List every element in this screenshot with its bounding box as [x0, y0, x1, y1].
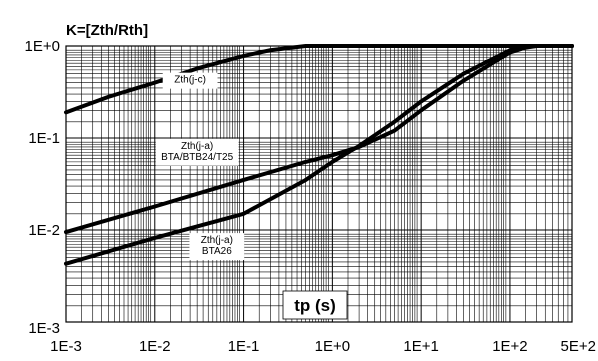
annotation-text: Zth(j-a)	[181, 141, 213, 152]
annotation-text: BTA26	[202, 246, 232, 257]
annotation-1: Zth(j-c)	[162, 72, 218, 89]
y-tick-label: 1E-3	[28, 320, 60, 337]
annotation-text: Zth(j-c)	[174, 75, 206, 86]
annotations: Zth(j-c)Zth(j-a)BTA/BTB24/T25Zth(j-a)BTA…	[155, 72, 245, 261]
tick-labels: 1E-3 1E-2 1E-1 1E+0 1E+1 1E+2 5E+2 1E-3 1E-2 1E-1…	[25, 38, 596, 355]
x-tick-label: 1E+1	[403, 338, 438, 355]
y-tick-label: 1E+0	[25, 38, 60, 55]
x-tick-label: 1E-1	[228, 338, 260, 355]
annotation-3: Zth(j-a)BTA26	[189, 233, 245, 261]
x-tick-label: 1E-2	[139, 338, 171, 355]
x-tick-label: 1E+0	[315, 338, 350, 355]
x-axis-label: tp (s)	[294, 296, 336, 315]
annotation-text: BTA/BTB24/T25	[161, 152, 234, 163]
series-group	[64, 44, 574, 266]
y-tick-label: 1E-2	[28, 222, 60, 239]
y-tick-label: 1E-1	[28, 130, 60, 147]
x-tick-label: 5E+2	[561, 338, 596, 355]
xlabel-box: tp (s)	[282, 290, 348, 320]
grid	[65, 45, 573, 323]
series-line-1	[64, 44, 574, 115]
annotation-2: Zth(j-a)BTA/BTB24/T25	[155, 138, 239, 166]
annotation-text: Zth(j-a)	[201, 235, 233, 246]
x-tick-label: 1E-3	[50, 338, 82, 355]
x-tick-label: 1E+2	[492, 338, 527, 355]
chart-title: K=[Zth/Rth]	[66, 22, 148, 39]
series-line-3	[64, 44, 574, 266]
